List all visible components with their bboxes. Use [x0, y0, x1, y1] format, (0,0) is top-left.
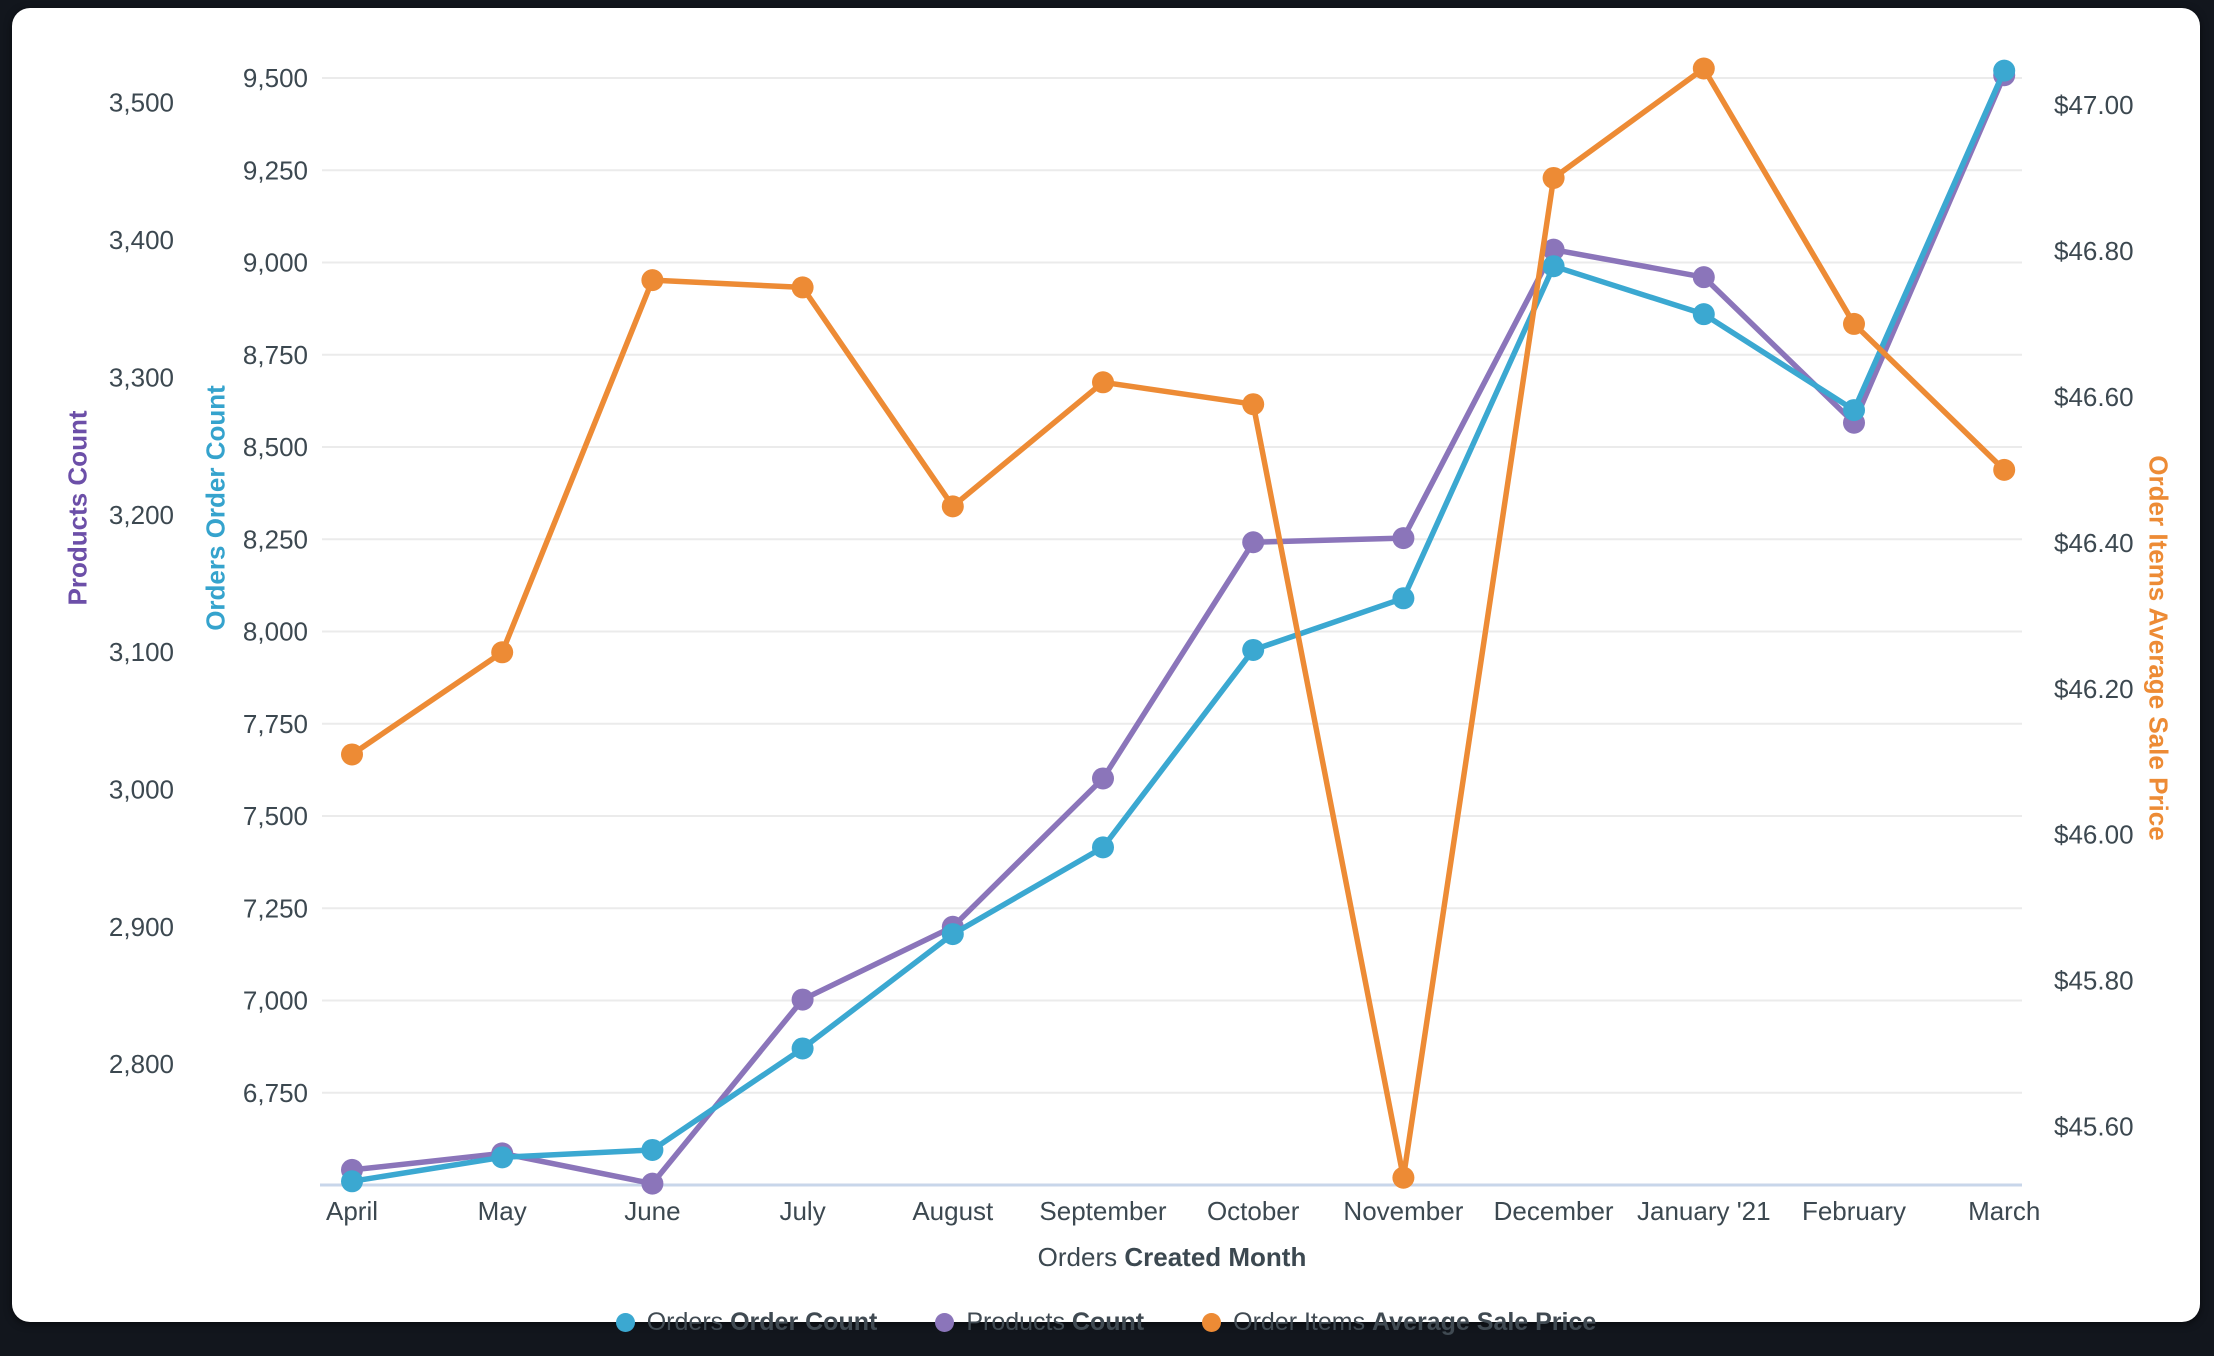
chart-card: 3,500 3,400 3,300 3,200 3,100 3,000 2,900 2,800…	[12, 8, 2200, 1336]
x-label-August: August	[912, 1196, 994, 1226]
data-point-products-January '21[interactable]	[1692, 266, 1715, 289]
y-tick-orders: 7,750	[243, 709, 308, 739]
x-label-June: June	[624, 1196, 680, 1226]
y-tick-orders: 8,750	[243, 340, 308, 370]
y-tick-orders: 9,250	[243, 155, 308, 185]
data-point-price-September[interactable]	[1092, 371, 1114, 394]
legend-item-products[interactable]: Products Count	[935, 1308, 1144, 1337]
y-tick-orders: 8,000	[243, 617, 308, 647]
y-tick-orders: 6,750	[243, 1078, 308, 1108]
data-point-products-June[interactable]	[641, 1172, 664, 1195]
data-point-price-November[interactable]	[1392, 1166, 1415, 1189]
data-point-products-September[interactable]	[1092, 767, 1114, 790]
y-tick-orders: 8,500	[243, 432, 308, 462]
data-point-price-February[interactable]	[1843, 312, 1865, 335]
data-point-price-January '21[interactable]	[1692, 57, 1715, 80]
legend-marker-products	[935, 1313, 955, 1332]
y-tick-products: 3,400	[109, 225, 174, 255]
data-point-orders-June[interactable]	[641, 1138, 664, 1161]
data-point-products-December[interactable]	[1542, 238, 1565, 261]
y-tick-price: $45.60	[2054, 1112, 2134, 1142]
data-point-orders-February[interactable]	[1843, 399, 1865, 422]
data-point-price-March[interactable]	[1993, 458, 2016, 481]
data-point-orders-May[interactable]	[491, 1146, 514, 1169]
y-tick-products: 3,200	[109, 500, 174, 530]
legend-label-products: Products Count	[966, 1308, 1145, 1336]
x-label-October: October	[1207, 1196, 1300, 1226]
data-point-price-December[interactable]	[1542, 166, 1565, 189]
x-label-May: May	[478, 1196, 527, 1226]
data-point-orders-March[interactable]	[1993, 59, 2016, 82]
y-tick-products: 3,000	[109, 774, 174, 804]
y-tick-price: $46.00	[2054, 820, 2134, 850]
y-tick-price: $46.80	[2054, 236, 2134, 266]
y-tick-orders: 7,000	[243, 986, 308, 1016]
y-tick-products: 3,500	[109, 88, 174, 118]
series-line-orders[interactable]	[349, 67, 2007, 1185]
y-tick-products: 3,100	[109, 637, 174, 667]
data-point-products-November[interactable]	[1392, 527, 1415, 550]
x-label-March: March	[1968, 1196, 2040, 1226]
y-tick-products: 3,300	[109, 362, 174, 392]
legend-label-price: Order Items Average Sale Price	[1233, 1308, 1597, 1336]
data-point-price-June[interactable]	[641, 269, 664, 292]
x-label-September: September	[1039, 1196, 1167, 1226]
x-axis-title-bold: Created Month	[1124, 1242, 1307, 1272]
y-tick-orders: 7,500	[243, 801, 308, 831]
legend-item-price[interactable]: Order Items Average Sale Price	[1202, 1308, 1596, 1337]
x-axis-title-prefix: Orders	[1037, 1242, 1125, 1272]
data-point-products-July[interactable]	[791, 988, 814, 1011]
y-axis-title-products-count: Products Count	[62, 410, 93, 606]
y-tick-price: $47.00	[2054, 90, 2134, 120]
data-point-orders-November[interactable]	[1392, 587, 1415, 610]
legend: Orders Order Count Products Count Order It…	[12, 1308, 2200, 1337]
y-tick-price: $46.60	[2054, 382, 2134, 412]
y-tick-orders: 9,000	[243, 248, 308, 278]
y-tick-price: $46.20	[2054, 674, 2134, 704]
y-axis-title-orders-order-count: Orders Order Count	[200, 385, 231, 631]
series-line-products[interactable]	[349, 72, 2007, 1187]
y-tick-products: 2,900	[109, 912, 174, 942]
legend-marker-orders	[615, 1313, 635, 1332]
data-point-price-August[interactable]	[941, 495, 964, 518]
data-point-price-October[interactable]	[1242, 393, 1265, 416]
x-label-January '21: January '21	[1637, 1196, 1771, 1226]
x-axis-title: Orders Created Month	[322, 1242, 2022, 1273]
data-point-orders-August[interactable]	[941, 923, 964, 946]
x-label-April: April	[326, 1196, 378, 1226]
y-tick-price: $45.80	[2054, 966, 2134, 996]
data-point-orders-December[interactable]	[1542, 255, 1565, 278]
y-tick-price: $46.40	[2054, 528, 2134, 558]
y-axis-title-order-items-average-sale-price: Order Items Average Sale Price	[2143, 455, 2174, 841]
x-label-February: February	[1802, 1196, 1906, 1226]
data-point-orders-January '21[interactable]	[1692, 303, 1715, 326]
chart-canvas: 3,500 3,400 3,300 3,200 3,100 3,000 2,900 2,800…	[109, 57, 2134, 1226]
data-point-orders-September[interactable]	[1092, 836, 1114, 859]
data-point-orders-April[interactable]	[341, 1170, 363, 1193]
x-label-December: December	[1494, 1196, 1614, 1226]
y-tick-orders: 7,250	[243, 893, 308, 923]
data-point-orders-July[interactable]	[791, 1037, 814, 1060]
x-label-November: November	[1343, 1196, 1463, 1226]
data-point-orders-October[interactable]	[1242, 638, 1265, 661]
series-line-price[interactable]	[349, 65, 2007, 1181]
y-tick-orders: 9,500	[243, 63, 308, 93]
legend-label-orders: Orders Order Count	[646, 1308, 878, 1336]
legend-item-orders[interactable]: Orders Order Count	[615, 1308, 878, 1337]
data-point-price-July[interactable]	[791, 276, 814, 299]
y-tick-products: 2,800	[109, 1049, 174, 1079]
data-point-price-May[interactable]	[491, 641, 514, 664]
data-point-price-April[interactable]	[341, 743, 363, 766]
data-point-products-October[interactable]	[1242, 531, 1265, 554]
x-label-July: July	[779, 1196, 825, 1226]
y-tick-orders: 8,250	[243, 524, 308, 554]
legend-marker-price	[1202, 1313, 1222, 1332]
